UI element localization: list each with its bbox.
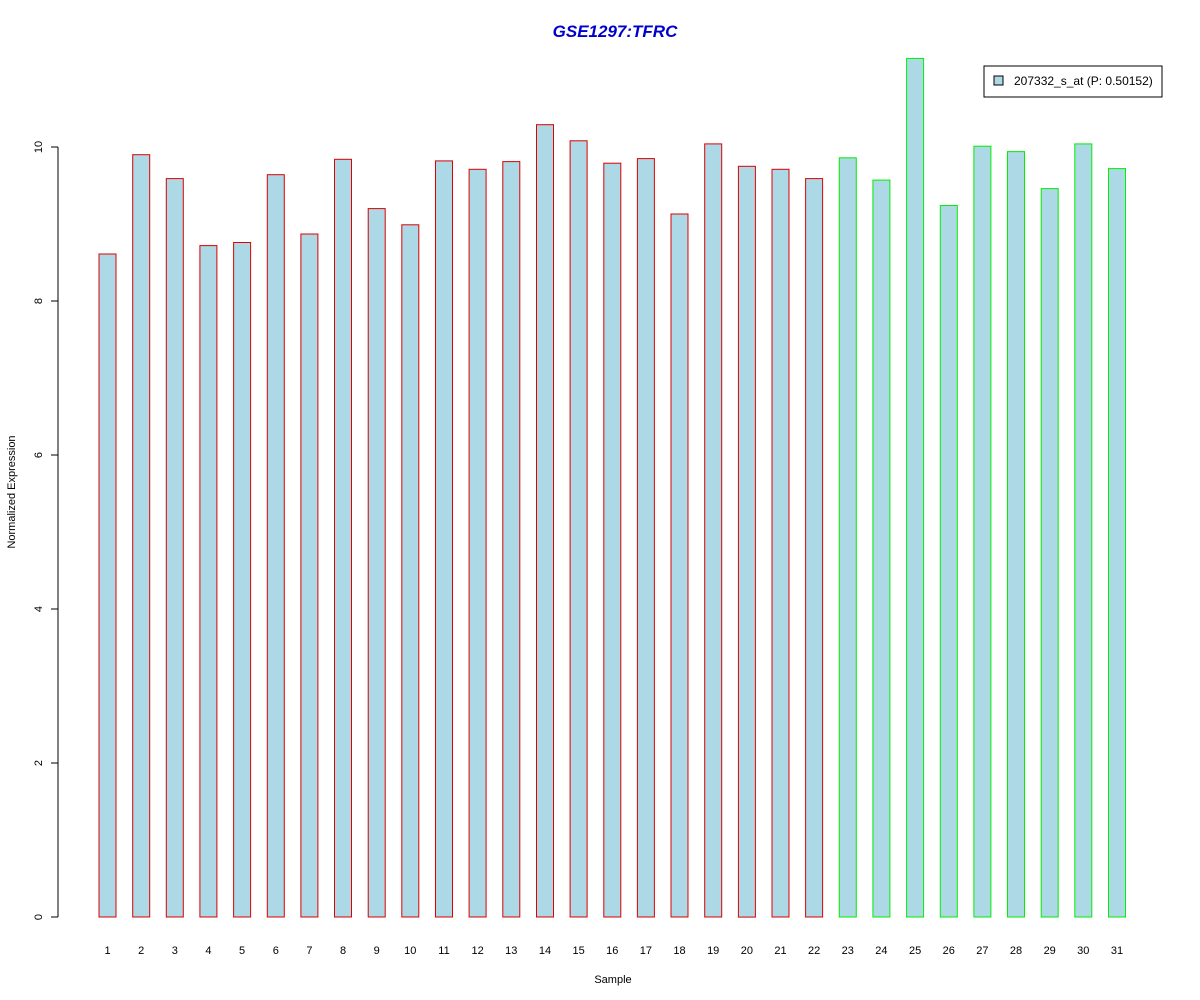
bar-sample-18 — [670, 213, 689, 918]
x-tick-label: 17 — [640, 945, 652, 957]
x-tick-label: 27 — [976, 945, 988, 957]
bar-sample-20 — [737, 165, 756, 918]
y-tick-label: 10 — [33, 141, 45, 153]
bar-sample-25 — [906, 57, 925, 918]
x-tick-label: 11 — [438, 945, 449, 957]
y-tick-label: 2 — [33, 760, 45, 766]
bars — [98, 57, 1126, 918]
bar-sample-23 — [838, 157, 857, 918]
bar-sample-28 — [1007, 151, 1025, 918]
x-tick-label: 4 — [205, 945, 211, 957]
bar-sample-31 — [1108, 168, 1126, 918]
y-tick-label: 8 — [33, 298, 45, 304]
bar-sample-16 — [603, 162, 622, 918]
bar-sample-9 — [367, 208, 386, 918]
y-tick-label: 4 — [33, 606, 45, 612]
x-tick-label: 15 — [572, 945, 584, 957]
bar-sample-4 — [199, 245, 218, 918]
legend-box — [983, 65, 1163, 98]
bar-sample-13 — [502, 161, 521, 918]
x-tick-label: 25 — [909, 945, 921, 957]
bar-sample-11 — [435, 160, 453, 918]
bar-sample-15 — [569, 140, 588, 918]
bar-sample-29 — [1040, 188, 1059, 918]
x-tick-label: 8 — [340, 945, 346, 957]
x-tick-label: 29 — [1044, 945, 1056, 957]
x-tick-label: 5 — [239, 945, 245, 957]
x-axis-label: Sample — [594, 974, 631, 986]
bar-sample-17 — [636, 158, 655, 918]
bar-sample-26 — [939, 205, 958, 918]
bar-sample-6 — [266, 174, 285, 918]
chart-title: GSE1297:TFRC — [553, 22, 678, 41]
bar-sample-8 — [334, 158, 352, 918]
y-axis: 0 2 4 6 8 10 — [33, 141, 59, 920]
bar-sample-14 — [536, 124, 554, 918]
x-tick-label: 6 — [273, 945, 279, 957]
bar-sample-1 — [98, 253, 117, 918]
bar-sample-19 — [704, 143, 723, 918]
bar-sample-30 — [1074, 143, 1093, 918]
y-tick-label: 0 — [33, 914, 45, 920]
y-tick-label: 6 — [33, 452, 45, 458]
x-tick-label: 28 — [1010, 945, 1022, 957]
x-tick-label: 14 — [539, 945, 551, 957]
x-tick-label: 2 — [138, 945, 144, 957]
x-tick-label: 19 — [707, 945, 719, 957]
x-tick-label: 23 — [842, 945, 854, 957]
x-tick-label: 26 — [943, 945, 955, 957]
legend-entry: 207332_s_at (P: 0.50152) — [1014, 74, 1153, 88]
x-tick-label: 20 — [741, 945, 753, 957]
x-tick-label: 18 — [673, 945, 685, 957]
bar-sample-24 — [872, 179, 891, 918]
x-tick-label: 10 — [404, 945, 416, 957]
x-tick-label: 1 — [104, 945, 110, 957]
bar-sample-12 — [468, 168, 487, 918]
x-tick-label: 12 — [471, 945, 483, 957]
x-tick-label: 24 — [875, 945, 887, 957]
x-tick-label: 7 — [306, 945, 312, 957]
bar-sample-27 — [973, 145, 992, 918]
x-tick-label: 30 — [1077, 945, 1089, 957]
bar-sample-7 — [300, 233, 319, 918]
bar-sample-2 — [132, 154, 151, 918]
x-tick-label: 13 — [505, 945, 517, 957]
bar-sample-5 — [233, 242, 252, 918]
x-tick-label: 9 — [374, 945, 380, 957]
bar-sample-22 — [805, 178, 824, 918]
x-tick-label: 21 — [774, 945, 786, 957]
bar-sample-3 — [165, 178, 184, 918]
x-tick-label: 16 — [606, 945, 618, 957]
x-tick-labels: 1 2 3 4 5 6 7 8 9 10 11 12 13 14 15 16 17 18 19 20 21 22 23 24 2… — [104, 945, 1123, 957]
y-axis-label: Normalized Expression — [6, 435, 18, 548]
x-tick-label: 31 — [1111, 945, 1123, 957]
x-tick-label: 3 — [172, 945, 178, 957]
bar-sample-21 — [771, 168, 790, 918]
x-tick-label: 22 — [808, 945, 820, 957]
legend: 207332_s_at (P: 0.50152) — [983, 65, 1163, 98]
legend-swatch — [993, 75, 1004, 86]
bar-sample-10 — [401, 224, 420, 918]
